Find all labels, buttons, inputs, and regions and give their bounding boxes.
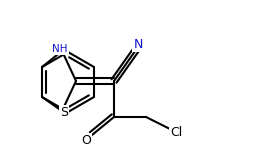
- Text: O: O: [81, 135, 91, 148]
- Text: S: S: [60, 106, 68, 120]
- Text: N: N: [133, 38, 143, 51]
- Text: Cl: Cl: [170, 126, 182, 140]
- Text: NH: NH: [52, 44, 68, 54]
